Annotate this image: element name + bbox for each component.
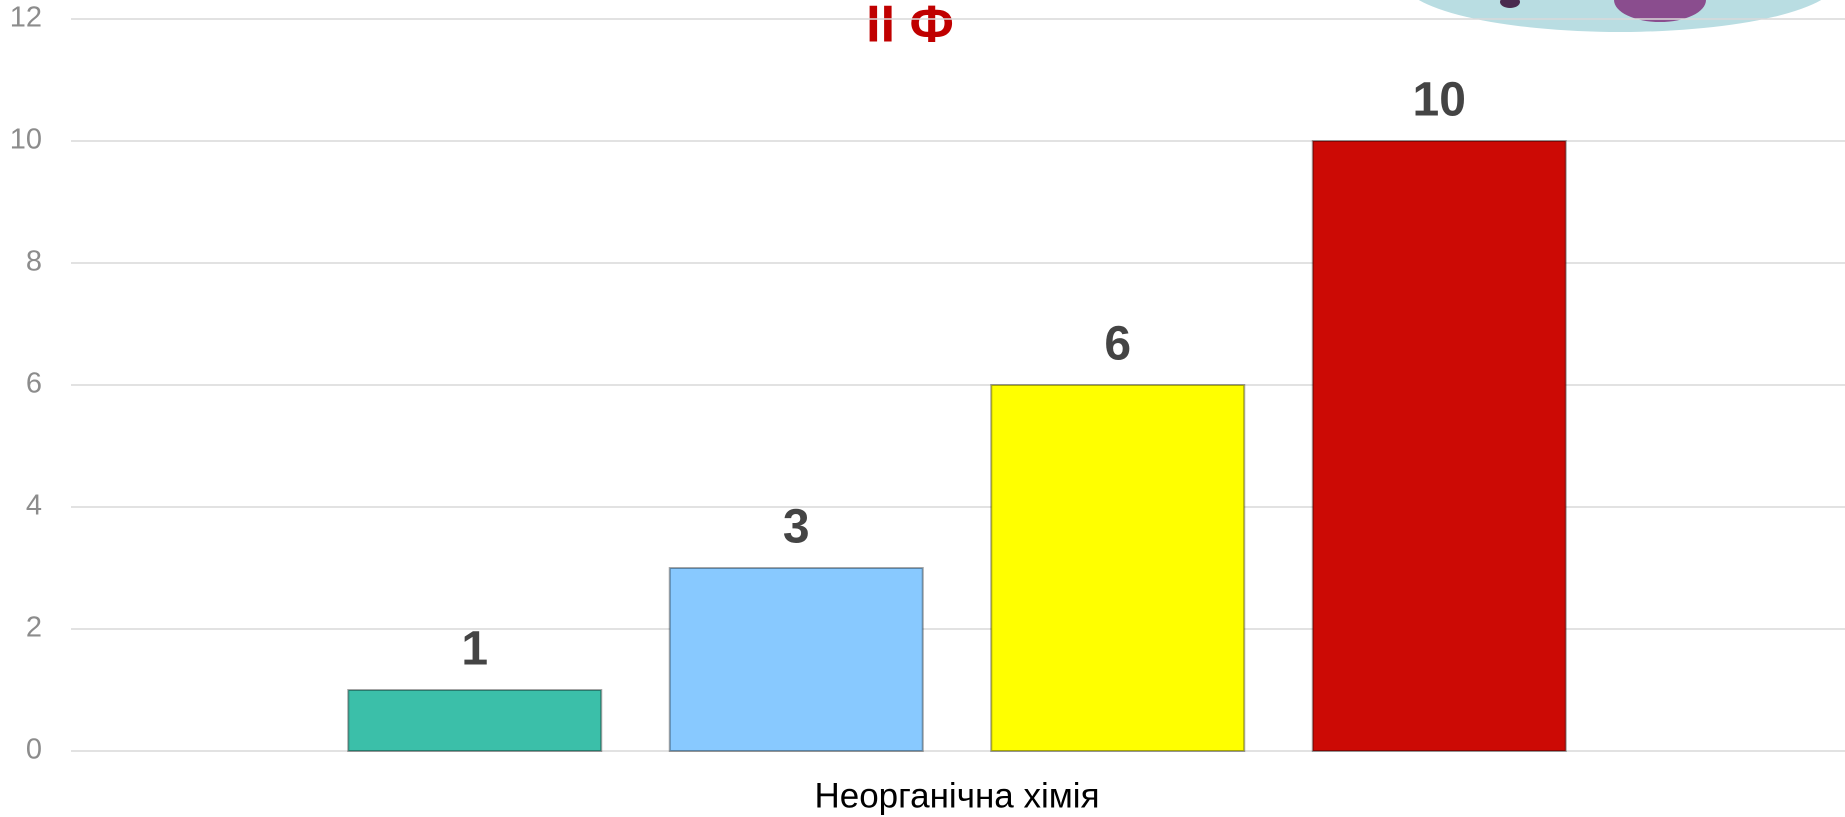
y-tick-label: 0 — [26, 734, 42, 766]
chart-title: II Ф — [866, 0, 954, 54]
bar — [1311, 140, 1567, 752]
y-tick-label: 12 — [10, 2, 42, 34]
bar — [347, 689, 603, 752]
value-label: 10 — [1413, 74, 1466, 127]
value-label: 3 — [783, 501, 810, 554]
y-tick-label: 4 — [26, 490, 42, 522]
decoration — [1418, 0, 1822, 32]
y-tick-label: 6 — [26, 368, 42, 400]
y-tick-label: 8 — [26, 246, 42, 278]
value-label: 6 — [1104, 318, 1131, 371]
x-tick-label: Неорганічна хімія — [814, 776, 1099, 815]
y-tick-label: 2 — [26, 612, 42, 644]
bar — [668, 567, 924, 752]
bar — [990, 384, 1246, 752]
y-tick-label: 10 — [10, 124, 42, 156]
value-label: 1 — [461, 623, 488, 676]
